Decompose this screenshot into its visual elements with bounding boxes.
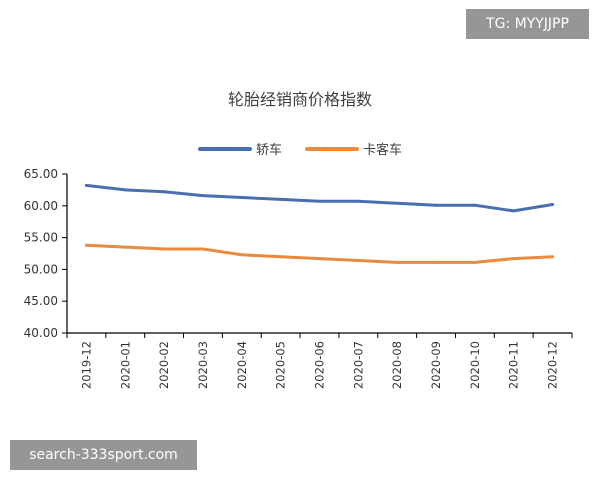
x-tick-label: 2020-06 — [313, 341, 327, 389]
data-point — [123, 188, 127, 192]
watermark-top: TG: MYYJJPP — [466, 9, 589, 39]
x-tick-label: 2019-12 — [79, 341, 93, 389]
data-point — [356, 199, 360, 203]
x-tick-label: 2020-04 — [235, 341, 249, 389]
x-tick-label: 2020-07 — [351, 341, 365, 389]
data-point — [84, 243, 88, 247]
data-point — [240, 253, 244, 257]
data-point — [473, 203, 477, 207]
y-axis-ticks: 40.00 45.00 50.00 55.00 60.00 65.00 — [24, 167, 67, 340]
data-point — [512, 257, 516, 261]
y-tick-label: 55.00 — [24, 231, 58, 245]
y-tick-label: 65.00 — [24, 167, 58, 181]
chart-title: 轮胎经销商价格指数 — [228, 90, 372, 109]
data-point — [395, 260, 399, 264]
x-tick-label: 2020-03 — [196, 341, 210, 389]
x-tick-label: 2020-09 — [429, 341, 443, 389]
data-point — [551, 203, 555, 206]
x-axis-ticks: 2019-12 2020-01 2020-02 2020-03 2020-04 2020-… — [66, 333, 573, 389]
legend-label-truck-bus: 卡客车 — [363, 142, 402, 158]
x-tick-label: 2020-01 — [118, 341, 132, 389]
data-point — [318, 199, 321, 203]
data-point — [201, 247, 205, 251]
data-point — [473, 260, 477, 264]
y-tick-label: 40.00 — [24, 326, 58, 340]
x-tick-label: 2020-02 — [157, 341, 171, 389]
data-point — [123, 245, 127, 249]
x-tick-label: 2020-12 — [546, 341, 560, 389]
axes — [66, 174, 572, 334]
data-point — [162, 190, 166, 194]
series-line-sedan — [84, 183, 555, 213]
x-tick-label: 2020-11 — [507, 341, 521, 389]
data-point — [512, 209, 516, 213]
x-tick-label: 2020-08 — [390, 341, 404, 389]
data-point — [201, 194, 205, 198]
data-point — [84, 183, 88, 187]
watermark-bottom: search-333sport.com — [10, 440, 197, 470]
data-point — [395, 201, 399, 205]
data-point — [434, 260, 438, 264]
legend-label-sedan: 轿车 — [256, 142, 282, 158]
x-tick-label: 2020-05 — [274, 341, 288, 389]
data-point — [434, 203, 438, 207]
data-point — [551, 255, 555, 259]
data-point — [279, 255, 283, 259]
data-point — [318, 257, 321, 261]
y-tick-label: 45.00 — [24, 294, 58, 308]
data-point — [279, 197, 283, 201]
series-lines — [84, 183, 555, 264]
y-tick-label: 60.00 — [24, 199, 58, 213]
data-point — [356, 259, 360, 262]
data-point — [240, 196, 244, 199]
legend: 轿车 卡客车 — [198, 142, 402, 158]
x-tick-label: 2020-10 — [468, 341, 482, 389]
y-tick-label: 50.00 — [24, 262, 58, 276]
data-point — [162, 247, 166, 251]
